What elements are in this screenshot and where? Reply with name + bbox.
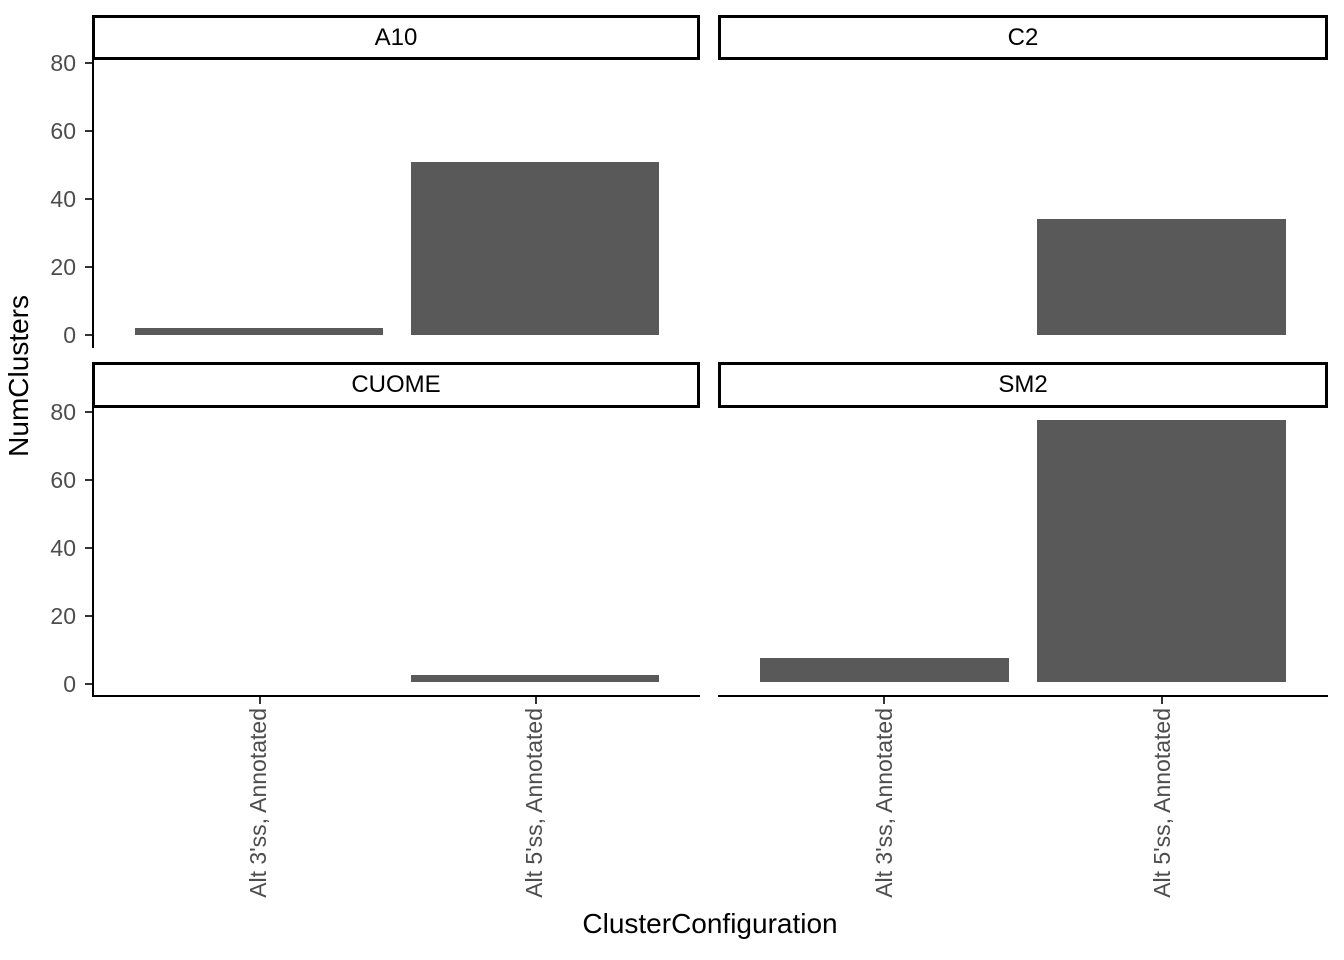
y-tick-label: 40 — [50, 535, 76, 561]
y-tick-mark — [85, 683, 92, 685]
facet-panel-sm2 — [718, 408, 1328, 704]
y-tick-mark — [85, 266, 92, 268]
bar-sm2-alt-3-ss-annotated — [759, 658, 1010, 682]
facet-label-cuome: CUOME — [351, 371, 441, 398]
y-tick-mark — [85, 130, 92, 132]
bar-a10-alt-3-ss-annotated — [135, 328, 384, 335]
y-tick-label: 20 — [50, 254, 76, 280]
y-tick-label: 80 — [50, 399, 76, 425]
facet-label-c2: C2 — [1007, 23, 1039, 51]
x-axis-title: ClusterConfiguration — [582, 908, 838, 939]
facet-strip-sm2: SM2 — [718, 362, 1328, 408]
facet-label-a10: A10 — [374, 23, 418, 51]
y-tick-mark — [85, 547, 92, 549]
facet-panel-c2 — [718, 60, 1328, 348]
y-tick-mark — [85, 479, 92, 481]
x-tick-label: Alt 5'ss, Annotated — [521, 708, 547, 898]
y-tick-label: 60 — [50, 118, 76, 144]
x-tick-mark — [535, 697, 537, 704]
y-tick-label: 20 — [50, 603, 76, 629]
y-tick-mark — [85, 411, 92, 413]
bar-a10-alt-5-ss-annotated — [410, 162, 659, 335]
y-axis-title: NumClusters — [3, 295, 34, 457]
x-tick-mark — [1161, 697, 1163, 704]
y-tick-mark — [85, 334, 92, 336]
bar-c2-alt-5-ss-annotated — [1036, 219, 1287, 335]
facet-label-sm2: SM2 — [998, 371, 1048, 398]
x-tick-label: Alt 5'ss, Annotated — [1149, 708, 1175, 898]
facet-strip-cuome: CUOME — [92, 362, 700, 408]
facet-panel-cuome — [85, 408, 700, 704]
y-tick-mark — [85, 198, 92, 200]
bar-sm2-alt-5-ss-annotated — [1036, 420, 1287, 682]
y-tick-label: 0 — [63, 322, 76, 348]
facet-strip-a10: A10 — [92, 15, 700, 60]
x-tick-label: Alt 3'ss, Annotated — [245, 708, 271, 898]
x-tick-mark — [883, 697, 885, 704]
y-tick-mark — [85, 615, 92, 617]
x-tick-label: Alt 3'ss, Annotated — [871, 708, 897, 898]
y-tick-label: 60 — [50, 467, 76, 493]
facet-panel-a10 — [85, 60, 700, 348]
bar-cuome-alt-5-ss-annotated — [410, 675, 659, 682]
facet-strip-c2: C2 — [718, 15, 1328, 60]
y-tick-label: 0 — [63, 671, 76, 697]
x-tick-mark — [259, 697, 261, 704]
y-tick-mark — [85, 62, 92, 64]
y-tick-label: 40 — [50, 186, 76, 212]
y-tick-label: 80 — [50, 50, 76, 76]
